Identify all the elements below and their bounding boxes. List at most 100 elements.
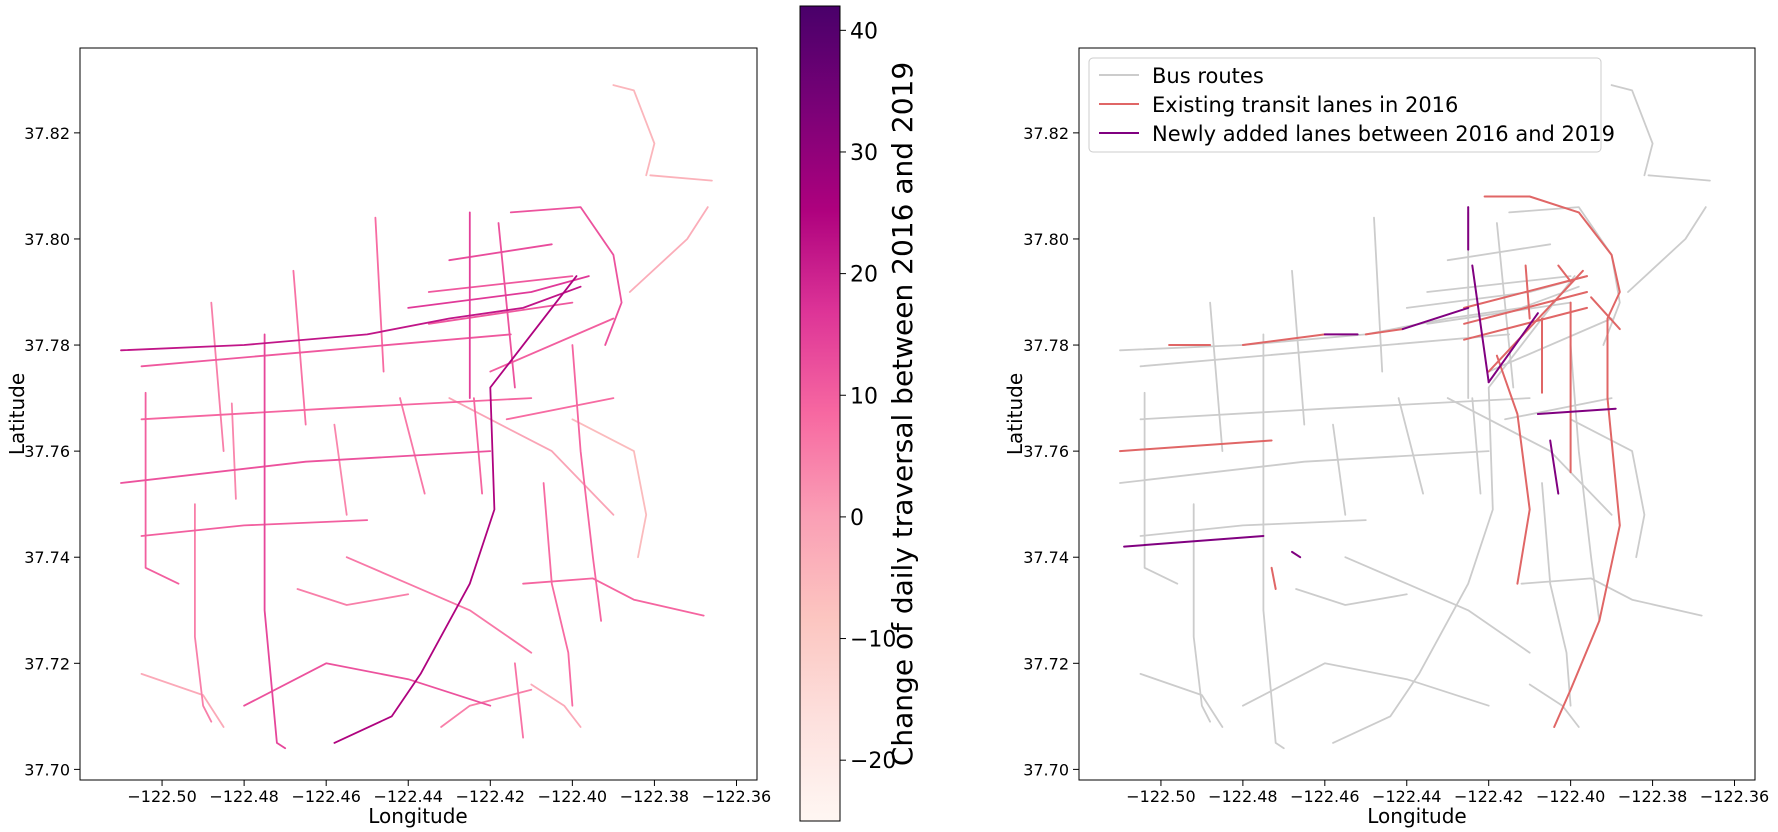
left-map-chart: −122.50 −122.48 −122.46 −122.44 −122.42 −122.… <box>5 47 771 828</box>
right-series-0-segment-13 <box>1291 269 1306 426</box>
right-x-tick-label: −122.48 <box>1208 787 1277 806</box>
left-x-tick-label: −122.48 <box>209 787 278 806</box>
left-y-tick-label: 37.70 <box>24 760 70 779</box>
right-x-tick-label: −122.46 <box>1290 787 1359 806</box>
right-y-tick-label: 37.72 <box>1023 654 1069 673</box>
left-route-line-6 <box>140 397 533 421</box>
left-route-line-26 <box>210 301 225 453</box>
left-route-line-35 <box>612 84 656 177</box>
right-series-0-segment-28 <box>1471 397 1482 495</box>
left-y-tick-label: 37.80 <box>24 230 70 249</box>
right-series-1-segment-14 <box>1590 296 1621 331</box>
left-route-line-5 <box>140 519 369 537</box>
right-series-0-segment-19 <box>1520 577 1703 617</box>
left-route-line-39 <box>530 683 582 728</box>
right-series-0-segment-15 <box>1569 344 1601 622</box>
left-x-axis-label: Longitude <box>368 804 467 828</box>
legend-box <box>1088 57 1602 153</box>
colorbar-tick-label: 30 <box>850 141 878 166</box>
left-route-line-22 <box>427 301 574 325</box>
right-x-tick-label: −122.42 <box>1454 787 1523 806</box>
left-route-line-23 <box>489 317 615 373</box>
left-route-line-3 <box>144 391 180 585</box>
left-route-line-16 <box>542 482 574 707</box>
left-route-line-21 <box>427 275 574 293</box>
right-series-2-segment-3 <box>1471 264 1490 384</box>
right-series-0-segment-21 <box>1426 301 1572 325</box>
left-route-line-33 <box>571 418 648 559</box>
left-x-tick-label: −122.44 <box>374 787 443 806</box>
right-series-0-segment-2 <box>1262 333 1285 750</box>
right-series-1-segment-8 <box>1487 269 1584 373</box>
left-y-ticks: 37.70 37.72 37.74 37.76 37.78 37.80 37.82 <box>24 124 80 779</box>
legend: Bus routes Existing transit lanes in 201… <box>1088 57 1615 153</box>
right-y-tick-label: 37.78 <box>1023 336 1069 355</box>
right-x-ticks: −122.50 −122.48 −122.46 −122.44 −122.42 −122.… <box>1126 780 1769 806</box>
left-x-tick-label: −122.42 <box>456 787 525 806</box>
left-route-line-17 <box>243 662 492 707</box>
right-series-1-segment-0 <box>1119 439 1273 453</box>
left-route-line-12 <box>374 216 385 373</box>
right-series-0-segment-12 <box>1373 216 1384 373</box>
right-y-tick-label: 37.76 <box>1023 442 1069 461</box>
left-x-tick-label: −122.50 <box>127 787 196 806</box>
right-series-0-segment-29 <box>1295 588 1408 606</box>
right-series-0-segment-27 <box>1397 397 1424 495</box>
left-route-line-36 <box>649 174 713 182</box>
right-series-0-segment-4 <box>1119 450 1490 484</box>
right-series-0-segment-24 <box>1192 503 1211 723</box>
left-route-line-24 <box>505 397 615 421</box>
left-route-line-7 <box>140 333 512 368</box>
right-series-0-segment-3 <box>1143 391 1179 585</box>
left-route-line-20 <box>514 662 524 739</box>
left-x-ticks: −122.50 −122.48 −122.46 −122.44 −122.42 −122.… <box>127 780 771 806</box>
right-y-tick-label: 37.80 <box>1023 230 1069 249</box>
colorbar: −20 −10 0 10 20 30 40 Change of daily traversa… <box>799 5 919 822</box>
right-y-ticks: 37.70 37.72 37.74 37.76 37.78 37.80 37.82 <box>1023 124 1079 779</box>
colorbar-tick-label: −10 <box>850 628 896 653</box>
right-x-tick-label: −122.38 <box>1618 787 1687 806</box>
right-series-0-segment-0 <box>1119 285 1580 352</box>
right-series-2-segment-1 <box>1401 306 1470 331</box>
right-y-tick-label: 37.82 <box>1023 124 1069 143</box>
right-series-2-segment-4 <box>1487 312 1539 384</box>
right-series-1-segment-13 <box>1557 264 1572 283</box>
left-route-line-28 <box>333 423 348 516</box>
right-x-tick-label: −122.40 <box>1536 787 1605 806</box>
left-x-tick-label: −122.40 <box>538 787 607 806</box>
legend-label-new-lanes: Newly added lanes between 2016 and 2019 <box>1152 122 1615 146</box>
left-route-line-34 <box>628 206 709 293</box>
colorbar-tick-label: 10 <box>850 384 878 409</box>
right-series-1-segment-5 <box>1463 275 1588 309</box>
right-series-0-segment-26 <box>1332 423 1347 516</box>
left-route-line-15 <box>571 344 602 622</box>
legend-label-bus-routes: Bus routes <box>1152 64 1264 88</box>
right-series-2-segment-7 <box>1291 550 1302 559</box>
left-route-line-27 <box>230 402 237 500</box>
right-series-1-segment-11 <box>1495 354 1531 585</box>
right-series-1-segment-4 <box>1483 195 1621 728</box>
left-route-line-9 <box>448 243 553 262</box>
colorbar-gradient <box>799 5 841 822</box>
right-series-1-segment-6 <box>1463 291 1588 325</box>
left-y-tick-label: 37.74 <box>24 548 70 567</box>
left-x-tick-label: −122.36 <box>702 787 771 806</box>
right-axes-frame <box>1078 47 1756 781</box>
right-series-0-segment-7 <box>1139 333 1511 368</box>
right-series-0-segment-25 <box>1209 301 1224 453</box>
colorbar-tick-label: 40 <box>850 19 878 44</box>
left-route-line-8 <box>407 275 590 309</box>
right-y-tick-label: 37.74 <box>1023 548 1069 567</box>
left-route-line-32 <box>440 688 533 728</box>
right-series-0-segment-18 <box>1344 556 1531 654</box>
left-route-line-4 <box>120 450 492 484</box>
right-series-2-segment-8 <box>1549 439 1560 495</box>
right-series-0-segment-6 <box>1139 397 1531 421</box>
right-series-0-segment-36 <box>1528 683 1580 728</box>
right-series-1-segment-15 <box>1270 566 1277 590</box>
left-plot-area <box>120 84 713 750</box>
left-x-tick-label: −122.38 <box>620 787 689 806</box>
colorbar-tick-label: 0 <box>850 506 864 531</box>
right-series-1-segment-12 <box>1524 264 1531 320</box>
